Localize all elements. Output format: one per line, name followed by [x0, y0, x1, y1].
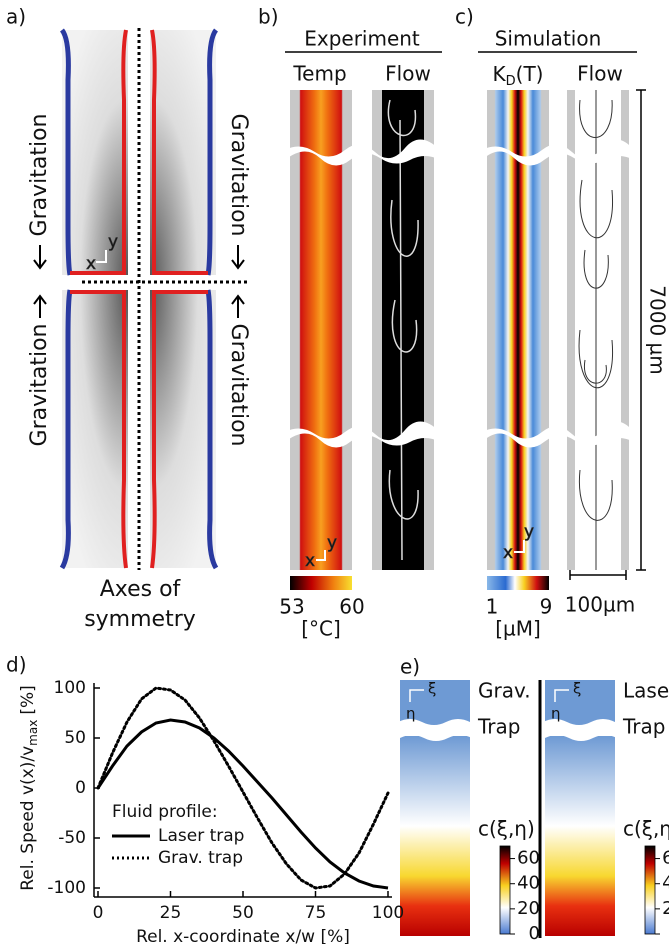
axis-label: y — [524, 522, 534, 542]
panel-title: Experiment — [304, 27, 420, 51]
line-series — [98, 688, 388, 888]
panel-d: d) -100 -50 0 50 100 0 25 50 75 100 Rel. x-coordin… — [6, 653, 404, 944]
colorbar-tick-label: 40 — [662, 873, 669, 894]
axis-label: η — [551, 705, 561, 723]
y-tick-label: -50 — [58, 828, 86, 848]
label-part: K — [493, 62, 507, 86]
axis-label: y — [108, 232, 118, 252]
axis-label: x — [503, 543, 513, 563]
panel-label: a) — [6, 5, 26, 29]
gravitation-label: Gravitation — [226, 114, 251, 237]
trap-label: Laser — [623, 679, 669, 703]
y-tick-label: 100 — [54, 678, 86, 698]
domain — [150, 290, 216, 568]
legend-label: Laser trap — [158, 826, 244, 846]
y-tick-label: -100 — [47, 878, 86, 898]
column-label: KD(T) — [493, 62, 544, 89]
label-subscript: D — [506, 74, 516, 89]
label-part: (T) — [516, 62, 544, 86]
domain — [62, 30, 128, 275]
label-subscript: max — [26, 720, 40, 746]
figure: a) Gravitation Gravitation Gravitation G… — [0, 0, 669, 944]
panel-label: c) — [455, 5, 474, 29]
panel-title: Simulation — [495, 27, 602, 51]
panel-a: a) Gravitation Gravitation Gravitation G… — [6, 5, 251, 571]
colorbar-unit: [°C] — [301, 617, 341, 641]
colorbar-tick-label: 0 — [529, 923, 540, 944]
panel-label: e) — [400, 655, 420, 679]
trap-label: Trap — [477, 715, 520, 739]
y-tick-label: 50 — [64, 728, 86, 748]
colorbar-tick-label: 60 — [339, 595, 364, 619]
colorbar-tick-label: 1 — [486, 595, 499, 619]
panel-e: e) ξηGrav.Trapc(ξ,η)0204060ξηLaserTrapc(… — [398, 655, 669, 944]
scale-bar — [570, 570, 626, 580]
legend-label: Grav. trap — [158, 848, 243, 868]
y-tick-label: 0 — [75, 778, 86, 798]
colorbar — [290, 576, 352, 590]
colorbar-tick-label: 9 — [540, 595, 553, 619]
y-axis-label: Rel. Speed v(x)/vmax [%] — [18, 685, 40, 891]
column-label: Temp — [292, 62, 346, 86]
domain — [150, 30, 216, 275]
x-tick-label: 50 — [232, 903, 254, 923]
colorbar-tick-label: 60 — [517, 848, 540, 869]
panel-label: b) — [258, 5, 279, 29]
gravitation-label: Gravitation — [27, 324, 52, 447]
label-part: [%] — [18, 685, 38, 714]
colorbar — [645, 846, 655, 934]
axis-label: ξ — [428, 680, 436, 698]
axis-label: x — [86, 254, 96, 274]
trap-label: Grav. — [478, 679, 531, 703]
colorbar-title: c(ξ,η) — [478, 817, 535, 841]
colorbar — [487, 576, 549, 590]
page: { "panel_a": {"label": "a)", "gravitatio… — [0, 0, 669, 944]
caption: Axes of symmetry — [60, 575, 220, 635]
column-label: Flow — [577, 62, 623, 86]
legend-title: Fluid profile: — [112, 802, 218, 822]
panel-label: d) — [6, 653, 27, 677]
x-tick-label: 75 — [305, 903, 327, 923]
axis-label: η — [406, 705, 416, 723]
x-tick-label: 100 — [372, 903, 404, 923]
concentration-map — [545, 736, 615, 936]
x-tick-label: 25 — [160, 903, 182, 923]
colorbar-tick-label: 20 — [517, 898, 540, 919]
trap-label: Trap — [622, 715, 665, 739]
x-tick-label: 0 — [93, 903, 104, 923]
colorbar-tick-label: 53 — [279, 595, 304, 619]
gravitation-label: Gravitation — [226, 324, 251, 447]
colorbar — [500, 846, 510, 934]
colorbar-title: c(ξ,η) — [623, 817, 669, 841]
panel-b: b) Experiment Temp Flow y x 53 60 [°C] — [258, 5, 442, 641]
axis-label: x — [305, 551, 315, 571]
scale-label: 100µm — [565, 593, 635, 617]
label-part: Rel. Speed v(x)/v — [18, 746, 38, 891]
panel-c: c) Simulation KD(T) Flow y x 7000 µm 100… — [455, 5, 669, 641]
domain — [62, 290, 128, 568]
colorbar-unit: [µM] — [495, 617, 541, 641]
x-axis-label: Rel. x-coordinate x/w [%] — [136, 927, 350, 944]
column-label: Flow — [385, 62, 431, 86]
scale-label: 7000 µm — [646, 285, 669, 374]
colorbar-tick-label: 60 — [662, 848, 669, 869]
axis-label: y — [327, 533, 337, 553]
axis-label: ξ — [573, 680, 581, 698]
scale-bar — [636, 90, 646, 570]
gravitation-label: Gravitation — [27, 114, 52, 237]
colorbar-tick-label: 20 — [662, 898, 669, 919]
concentration-map — [400, 736, 470, 936]
colorbar-tick-label: 40 — [517, 873, 540, 894]
